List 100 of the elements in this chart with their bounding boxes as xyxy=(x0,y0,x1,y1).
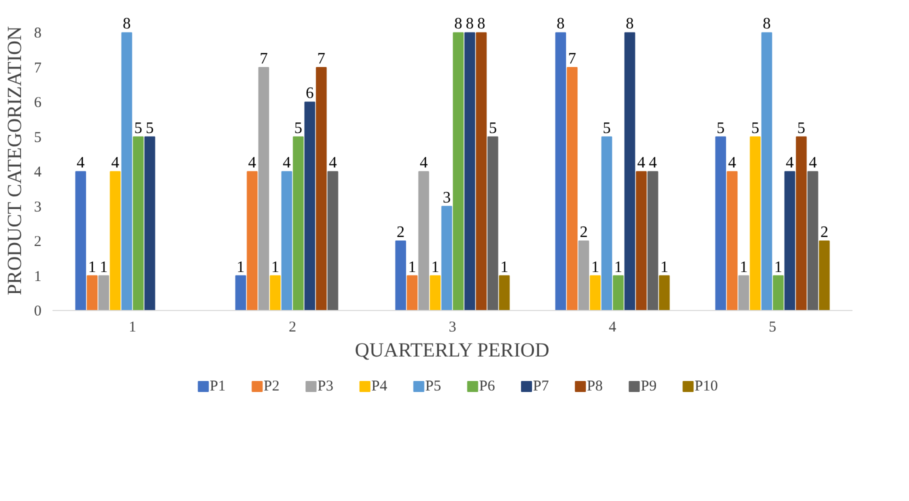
data-label: 8 xyxy=(454,16,462,33)
bar xyxy=(738,275,750,310)
bar xyxy=(246,171,258,310)
x-tick-label: 5 xyxy=(768,320,776,336)
bar xyxy=(441,206,452,310)
bar xyxy=(235,275,246,310)
bar xyxy=(761,32,772,310)
legend-label: P7 xyxy=(532,378,550,394)
data-label: 7 xyxy=(317,50,326,68)
legend-label: P5 xyxy=(425,378,442,394)
bar xyxy=(647,171,658,310)
data-label: 7 xyxy=(568,50,576,68)
bar xyxy=(807,171,818,310)
data-label: 4 xyxy=(282,154,291,172)
legend-label: P6 xyxy=(479,378,496,394)
data-label: 1 xyxy=(431,258,440,276)
x-axis-title: QUARTERLY PERIOD xyxy=(354,340,550,362)
legend-label: P2 xyxy=(264,378,280,394)
bar xyxy=(98,275,110,310)
data-label: 4 xyxy=(808,154,817,172)
data-label: 2 xyxy=(820,224,828,242)
data-label: 8 xyxy=(626,16,634,33)
data-label: 5 xyxy=(134,120,142,137)
legend-label: P9 xyxy=(640,378,657,394)
bar xyxy=(418,171,430,310)
data-label: 5 xyxy=(488,120,497,137)
bar xyxy=(487,136,498,310)
bar xyxy=(75,171,86,310)
bar xyxy=(750,136,761,310)
data-label: 4 xyxy=(786,154,794,172)
bar xyxy=(658,275,670,310)
bar xyxy=(144,136,156,310)
data-label: 4 xyxy=(728,154,736,172)
bar xyxy=(452,32,464,310)
data-label: 4 xyxy=(637,154,646,172)
data-label: 1 xyxy=(660,258,668,276)
x-tick-label: 3 xyxy=(448,320,456,336)
bar xyxy=(566,66,578,310)
y-tick-label: 5 xyxy=(34,130,42,146)
data-label: 3 xyxy=(442,189,451,206)
bar xyxy=(796,136,807,310)
bar xyxy=(578,240,590,310)
bar xyxy=(636,171,647,310)
data-label: 4 xyxy=(76,154,85,172)
bar xyxy=(395,240,406,310)
data-label: 1 xyxy=(88,258,96,276)
bar xyxy=(281,171,292,310)
legend-label: P4 xyxy=(371,378,388,394)
data-label: 2 xyxy=(580,224,588,242)
y-tick-label: 7 xyxy=(34,60,42,76)
y-tick-label: 3 xyxy=(34,199,42,216)
y-tick-label: 4 xyxy=(34,164,42,181)
bar xyxy=(464,32,476,310)
data-label: 1 xyxy=(774,258,782,276)
bar xyxy=(121,32,132,310)
bar xyxy=(86,275,98,310)
data-label: 5 xyxy=(602,120,611,137)
bar xyxy=(612,275,624,310)
data-label: 5 xyxy=(716,120,725,137)
y-tick-label: 2 xyxy=(34,234,42,250)
x-tick-label: 4 xyxy=(608,320,617,336)
data-label: 5 xyxy=(146,120,154,137)
x-tick-label: 1 xyxy=(128,320,136,336)
x-tick-label: 2 xyxy=(288,320,296,336)
bar xyxy=(784,171,796,310)
bar xyxy=(406,275,418,310)
bar xyxy=(258,66,270,310)
data-label: 8 xyxy=(477,16,486,33)
y-axis-title: PRODUCT CATEGORIZATION xyxy=(4,26,26,296)
bar xyxy=(110,171,121,310)
data-label: 1 xyxy=(500,258,508,276)
bar xyxy=(132,136,144,310)
data-label: 4 xyxy=(111,154,120,172)
bar xyxy=(818,240,830,310)
bar xyxy=(430,275,441,310)
y-tick-label: 0 xyxy=(34,304,42,320)
data-label: 8 xyxy=(122,16,131,33)
bar xyxy=(327,171,338,310)
data-label: 6 xyxy=(306,85,314,102)
data-label: 5 xyxy=(797,120,806,137)
bar xyxy=(270,275,281,310)
bar xyxy=(555,32,566,310)
bar xyxy=(498,275,510,310)
data-label: 1 xyxy=(408,258,416,276)
legend-label: P3 xyxy=(318,378,334,394)
legend-label: P1 xyxy=(210,378,226,394)
data-label: 4 xyxy=(420,154,428,172)
bar xyxy=(772,275,784,310)
bar xyxy=(590,275,601,310)
legend-label: P8 xyxy=(586,378,603,394)
data-label: 7 xyxy=(260,50,268,68)
bar xyxy=(715,136,726,310)
data-label: 1 xyxy=(236,258,245,276)
data-label: 5 xyxy=(751,120,760,137)
y-tick-label: 8 xyxy=(34,26,42,42)
data-label: 1 xyxy=(740,258,748,276)
data-label: 5 xyxy=(294,120,302,137)
bar xyxy=(726,171,738,310)
bar xyxy=(601,136,612,310)
legend-label: P10 xyxy=(694,378,718,394)
